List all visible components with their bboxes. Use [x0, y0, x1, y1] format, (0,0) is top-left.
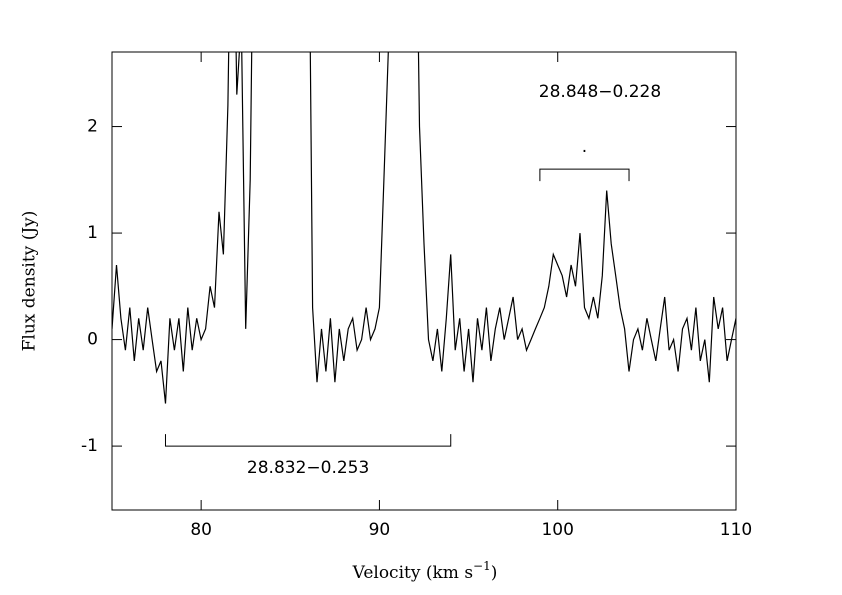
bracket [164, 434, 452, 447]
y-tick-label: 1 [87, 223, 98, 243]
x-axis-label: Velocity (km s−1) [352, 559, 498, 583]
y-tick-label: -1 [81, 436, 98, 456]
x-axis-label-text: Velocity (km s [352, 563, 473, 583]
plot-frame [111, 51, 737, 511]
source-label: 28.848−0.228 [539, 82, 661, 102]
bracket [539, 168, 630, 182]
x-tick-label: 90 [369, 520, 391, 540]
x-tick-label: 100 [541, 520, 573, 540]
x-axis-label-sup: −1 [473, 559, 491, 573]
x-axis-label-tail: ) [491, 563, 498, 583]
x-tick-label: 110 [720, 520, 752, 540]
bracket-label: 28.832−0.253 [247, 458, 369, 478]
x-tick-label: 80 [190, 520, 212, 540]
spectrum-line [112, 52, 736, 404]
bracket-label: . [582, 137, 587, 157]
y-tick-label: 2 [87, 117, 98, 137]
y-axis-label: Flux density (Jy) [20, 211, 40, 352]
y-tick-label: 0 [87, 330, 98, 350]
